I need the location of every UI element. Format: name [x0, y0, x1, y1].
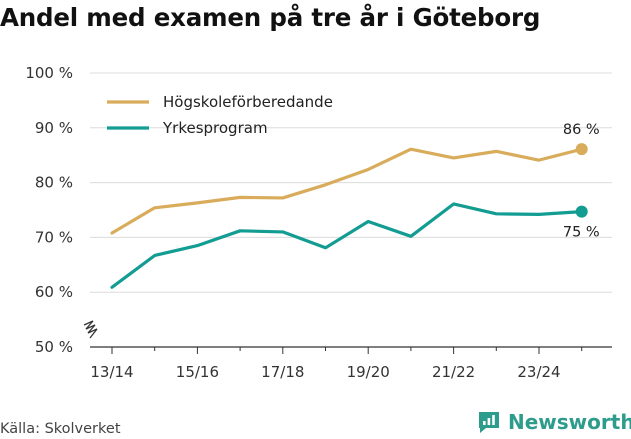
y-axis: 50 % 60 % 70 % 80 % 90 % 100 %: [25, 64, 98, 356]
grid: [90, 72, 612, 293]
newsworthy-logo-icon: [479, 412, 499, 433]
y-tick-label: 60 %: [35, 283, 73, 301]
source-note: Källa: Skolverket: [0, 421, 121, 437]
y-tick-label: 50 %: [35, 338, 73, 356]
chart-title: Andel med examen på tre år i Göteborg: [0, 3, 541, 32]
x-tick-label: 15/16: [176, 363, 219, 381]
x-tick-label: 13/14: [90, 363, 133, 381]
axis-break-icon: [83, 320, 98, 339]
end-point: [575, 143, 588, 156]
series-group: 86 % 75 %: [110, 122, 600, 289]
series-line: [110, 147, 584, 235]
x-axis: 13/14 15/16 17/18 19/20 21/22 23/24: [90, 346, 612, 381]
end-point: [575, 205, 588, 218]
x-tick-label: 21/22: [432, 363, 475, 381]
end-value-label: 75 %: [563, 225, 600, 241]
brand: Newsworthy: [476, 409, 631, 435]
legend-label: Högskoleförberedande: [163, 93, 333, 111]
x-tick-label: 17/18: [261, 363, 304, 381]
y-tick-label: 80 %: [35, 174, 73, 192]
y-tick-label: 90 %: [35, 119, 73, 137]
y-tick-label: 100 %: [25, 64, 73, 82]
legend-label: Yrkesprogram: [162, 119, 268, 137]
end-value-label: 86 %: [563, 122, 600, 138]
legend: Högskoleförberedande Yrkesprogram: [107, 93, 333, 137]
legend-item: Högskoleförberedande: [107, 93, 333, 111]
x-tick-label: 23/24: [517, 363, 560, 381]
x-tick-label: 19/20: [347, 363, 390, 381]
legend-item: Yrkesprogram: [107, 119, 268, 137]
brand-name: Newsworthy: [508, 410, 631, 434]
y-tick-label: 70 %: [35, 228, 73, 246]
series-line: [110, 202, 584, 289]
